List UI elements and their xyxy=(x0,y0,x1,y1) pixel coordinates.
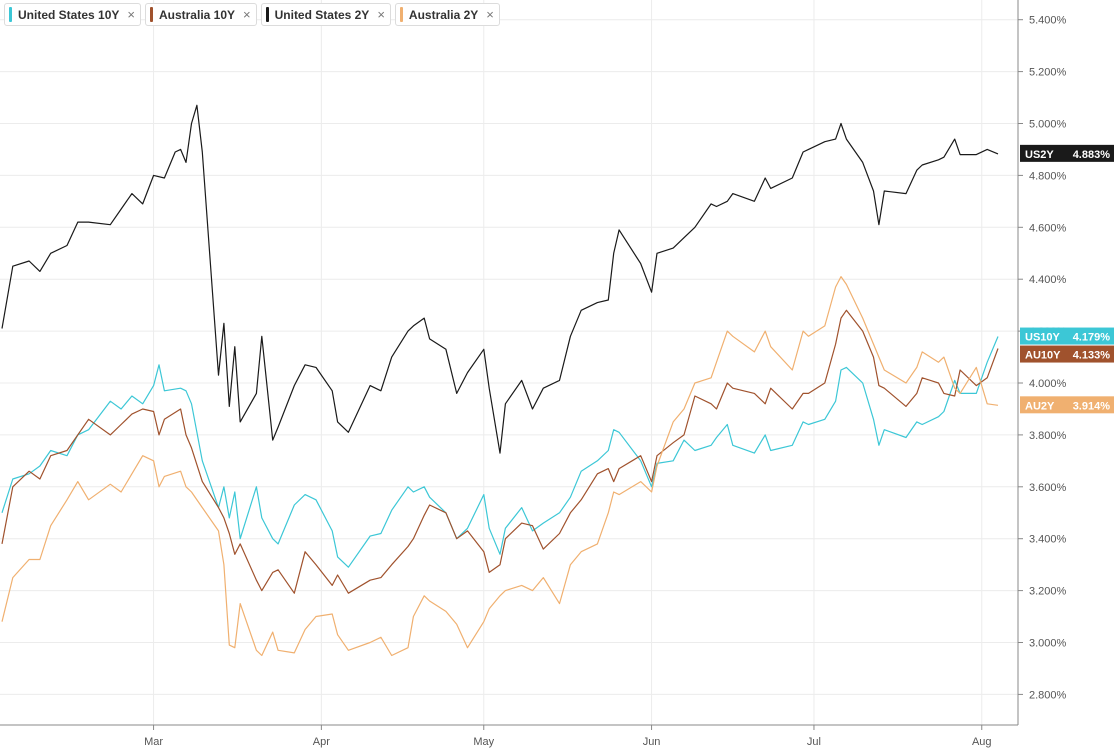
legend-chip-us2y[interactable]: United States 2Y × xyxy=(260,3,391,26)
x-tick-label: Jun xyxy=(643,736,661,748)
legend-swatch xyxy=(399,7,403,22)
last-value-box xyxy=(1020,345,1114,363)
legend-label: United States 2Y xyxy=(274,7,370,22)
last-value-series: US10Y xyxy=(1025,332,1061,344)
last-value-box xyxy=(1020,144,1114,162)
series-line-au2y xyxy=(1,276,999,657)
y-tick-label: 5.000% xyxy=(1029,119,1067,131)
close-icon[interactable]: × xyxy=(377,7,385,22)
x-tick-label: Apr xyxy=(313,736,330,748)
last-value-label-au10y: AU10Y 4.133% xyxy=(1020,345,1114,363)
x-tick-label: Aug xyxy=(972,736,992,748)
close-icon[interactable]: × xyxy=(243,7,251,22)
legend-label: Australia 10Y xyxy=(158,7,236,22)
y-tick-label: 5.200% xyxy=(1029,67,1067,79)
legend-swatch xyxy=(265,7,269,22)
y-tick-label: 3.200% xyxy=(1029,586,1067,598)
series-line-au10y xyxy=(1,309,999,594)
legend: United States 10Y × Australia 10Y × Unit… xyxy=(4,3,500,26)
x-tick-label: Mar xyxy=(144,736,163,748)
last-value-series: AU10Y xyxy=(1025,350,1061,362)
last-value-series: US2Y xyxy=(1025,149,1054,161)
y-tick-label: 3.800% xyxy=(1029,430,1067,442)
last-value-label-us2y: US2Y 4.883% xyxy=(1020,144,1114,162)
last-value-number: 4.179% xyxy=(1073,332,1111,344)
y-tick-label: 2.800% xyxy=(1029,689,1067,701)
y-tick-label: 5.400% xyxy=(1029,15,1067,27)
last-value-box xyxy=(1020,396,1114,414)
legend-label: United States 10Y xyxy=(18,7,120,22)
last-value-number: 4.133% xyxy=(1073,350,1111,362)
last-value-label-au2y: AU2Y 3.914% xyxy=(1020,396,1114,414)
legend-label: Australia 2Y xyxy=(408,7,479,22)
legend-chip-au10y[interactable]: Australia 10Y × xyxy=(144,3,257,26)
last-value-series: AU2Y xyxy=(1025,400,1055,412)
legend-swatch xyxy=(149,7,153,22)
last-value-label-us10y: US10Y 4.179% xyxy=(1020,327,1114,345)
y-tick-label: 4.000% xyxy=(1029,378,1067,390)
y-tick-label: 3.000% xyxy=(1029,638,1067,650)
legend-chip-us10y[interactable]: United States 10Y × xyxy=(4,3,141,26)
y-tick-label: 4.400% xyxy=(1029,274,1067,286)
last-value-number: 3.914% xyxy=(1073,400,1111,412)
y-tick-label: 4.600% xyxy=(1029,222,1067,234)
y-tick-label: 3.600% xyxy=(1029,482,1067,494)
x-tick-label: Jul xyxy=(807,736,821,748)
y-tick-label: 4.800% xyxy=(1029,170,1067,182)
legend-chip-au2y[interactable]: Australia 2Y × xyxy=(394,3,500,26)
last-value-number: 4.883% xyxy=(1073,149,1111,161)
x-tick-label: May xyxy=(473,736,494,748)
close-icon[interactable]: × xyxy=(127,7,135,22)
series-line-us2y xyxy=(1,104,999,454)
last-value-box xyxy=(1020,327,1114,345)
y-tick-label: 3.400% xyxy=(1029,534,1067,546)
series-line-us10y xyxy=(1,336,999,568)
close-icon[interactable]: × xyxy=(486,7,494,22)
legend-swatch xyxy=(9,7,12,22)
